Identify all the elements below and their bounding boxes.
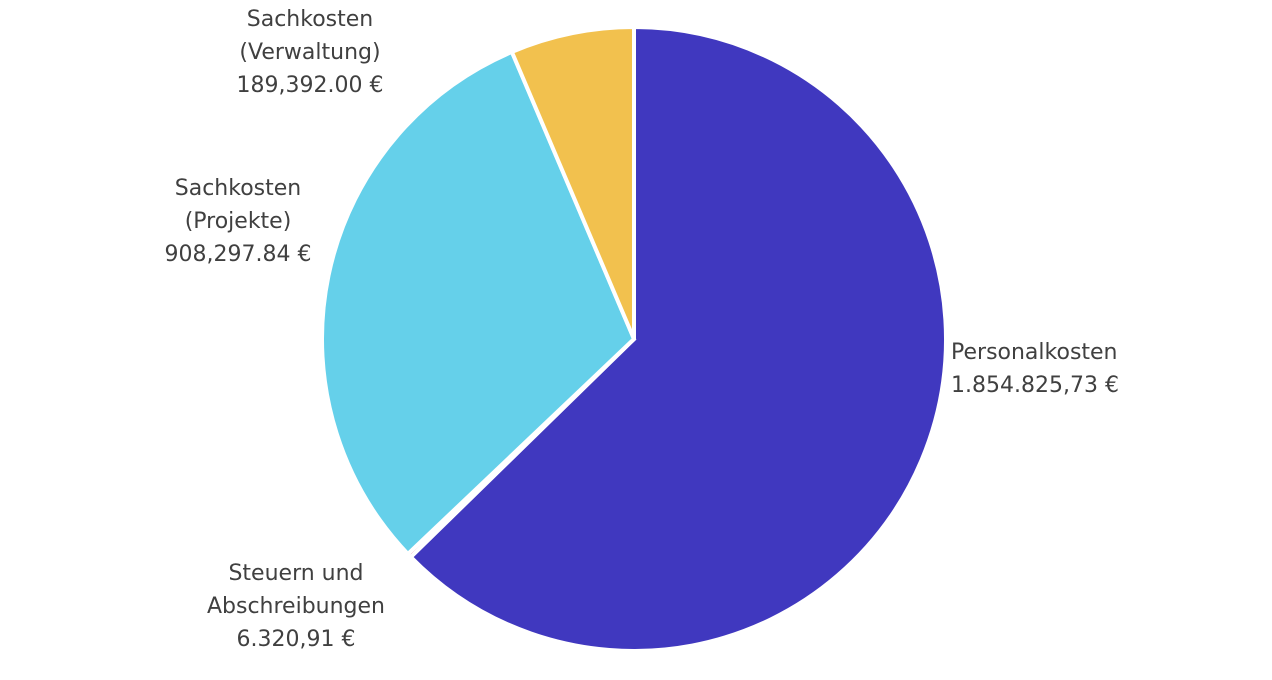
- label-personalkosten-value: 1.854.825,73 €: [951, 373, 1119, 398]
- pie-slice-sachkosten-projekte: [320, 49, 637, 557]
- pie-slice-personalkosten: [407, 24, 948, 653]
- label-verwaltung-value: 189,392.00 €: [236, 73, 384, 98]
- label-projekte-name-2: (Projekte): [184, 209, 292, 234]
- label-verwaltung-name-2: (Verwaltung): [239, 40, 381, 65]
- label-personalkosten-name: Personalkosten: [951, 340, 1118, 365]
- label-personalkosten: Personalkosten 1.854.825,73 €: [951, 336, 1119, 402]
- label-steuern-name-1: Steuern und: [228, 561, 364, 586]
- label-steuern-abschreibungen: Steuern und Abschreibungen 6.320,91 €: [196, 557, 396, 656]
- pie-slice-sachkosten-verwaltung: [509, 24, 636, 340]
- label-steuern-value: 6.320,91 €: [236, 627, 356, 652]
- label-verwaltung-name-1: Sachkosten: [246, 7, 374, 32]
- label-projekte-name-1: Sachkosten: [174, 176, 302, 201]
- label-sachkosten-verwaltung: Sachkosten (Verwaltung) 189,392.00 €: [210, 3, 410, 102]
- pie-slices: [320, 24, 948, 653]
- label-projekte-value: 908,297.84 €: [164, 242, 312, 267]
- label-steuern-name-2: Abschreibungen: [206, 594, 386, 619]
- label-sachkosten-projekte: Sachkosten (Projekte) 908,297.84 €: [140, 172, 336, 271]
